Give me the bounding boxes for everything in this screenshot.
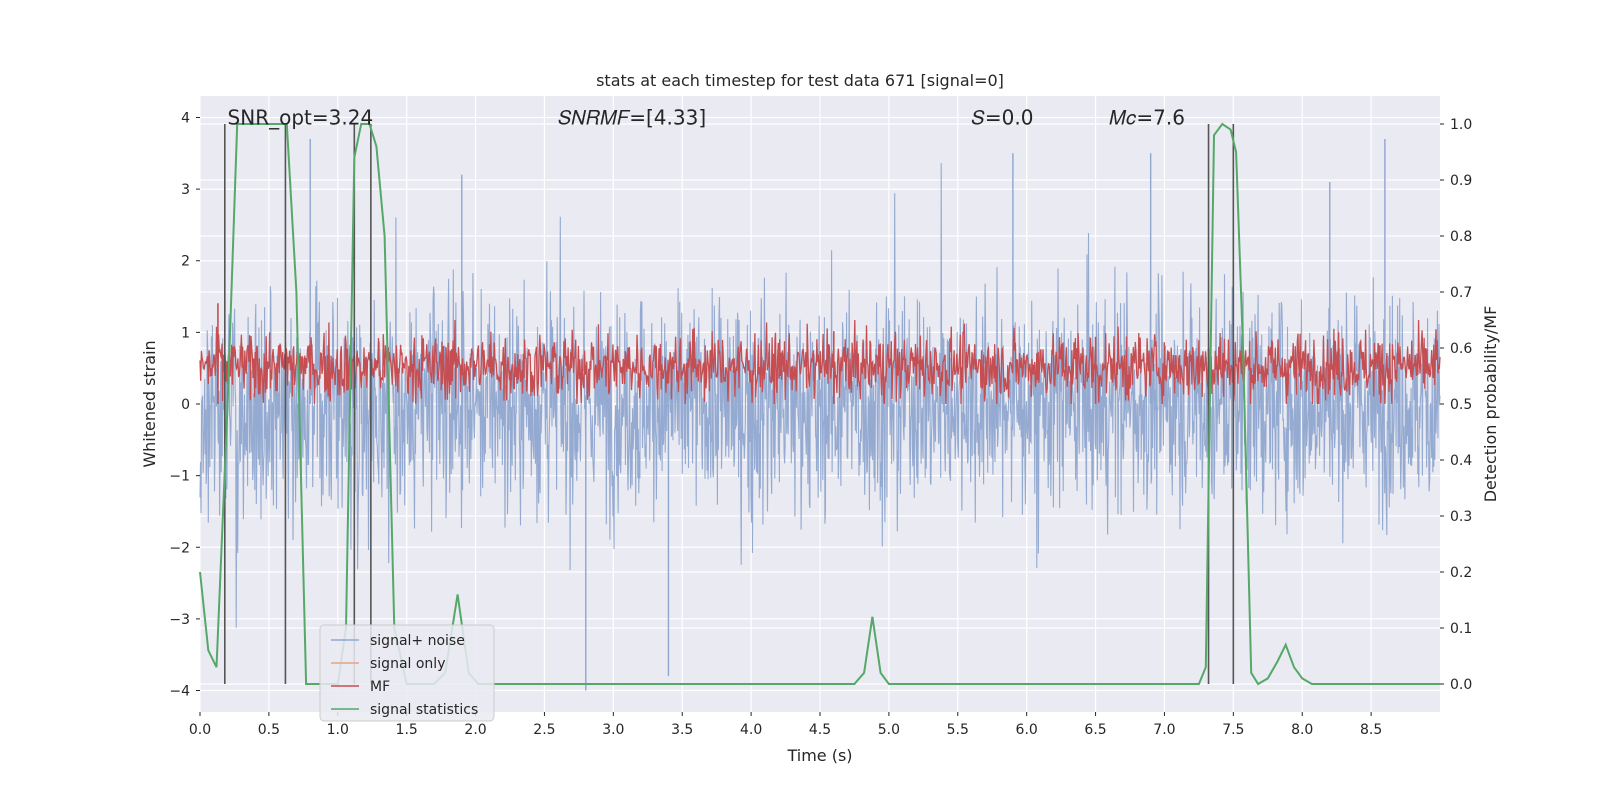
x-tick-label: 1.0 xyxy=(327,722,349,738)
vertical-markers xyxy=(224,124,1235,684)
x-axis-label: Time (s) xyxy=(786,746,852,765)
y-left-tick-label: 4 xyxy=(181,110,190,126)
y-right-tick-label: 0.7 xyxy=(1450,285,1472,301)
signal-statistics-line xyxy=(199,122,1440,686)
y-left-tick-label: −4 xyxy=(169,684,190,700)
y-axis-label-right: Detection probability/MF xyxy=(1481,306,1500,503)
annotation-text: 𝑀𝑐=7.6 xyxy=(1109,105,1185,129)
annotations: SNR_opt=3.24 𝑆𝑁𝑅𝑀𝐹=[4.33] 𝑆=0.0 𝑀𝑐=7.6 xyxy=(228,105,1185,129)
x-tick-label: 3.0 xyxy=(602,722,624,738)
y-left-tick-label: 1 xyxy=(181,325,190,341)
annotation-text: 𝑆=0.0 xyxy=(972,105,1034,129)
x-tick-label: 7.5 xyxy=(1222,722,1244,738)
x-tick-label: 0.0 xyxy=(189,722,211,738)
x-tick-label: 5.0 xyxy=(878,722,900,738)
legend-label-signal-statistics: signal statistics xyxy=(370,702,478,718)
y-right-tick-label: 0.0 xyxy=(1450,677,1472,693)
x-tick-label: 4.5 xyxy=(809,722,831,738)
y-left-tick-label: 0 xyxy=(181,397,190,413)
legend-label-signal-only: signal only xyxy=(370,656,445,672)
x-tick-label: 8.5 xyxy=(1360,722,1382,738)
x-tick-label: 0.5 xyxy=(258,722,280,738)
y-right-tick-label: 0.4 xyxy=(1450,453,1472,469)
y-left-tick-label: −2 xyxy=(169,540,190,556)
y-axis-label-left: Whitened strain xyxy=(140,340,159,467)
x-tick-label: 2.5 xyxy=(533,722,555,738)
x-tick-label: 5.5 xyxy=(947,722,969,738)
x-tick-label: 7.0 xyxy=(1153,722,1175,738)
y-right-tick-label: 0.9 xyxy=(1450,173,1472,189)
chart-title: stats at each timestep for test data 671… xyxy=(596,71,1004,90)
y-right-tick-label: 0.3 xyxy=(1450,509,1472,525)
legend-box xyxy=(319,624,495,722)
x-tick-label: 6.0 xyxy=(1016,722,1038,738)
y-left-tick-label: −3 xyxy=(169,612,190,628)
y-right-tick-label: 0.6 xyxy=(1450,341,1472,357)
x-tick-label: 6.5 xyxy=(1084,722,1106,738)
annotation-text: 𝑆𝑁𝑅𝑀𝐹=[4.33] xyxy=(558,105,706,129)
x-tick-label: 3.5 xyxy=(671,722,693,738)
y-right-tick-label: 0.8 xyxy=(1450,229,1472,245)
x-tick-label: 4.0 xyxy=(740,722,762,738)
y-right-tick-label: 0.1 xyxy=(1450,621,1472,637)
x-tick-label: 2.0 xyxy=(464,722,486,738)
signal-statistics-series xyxy=(199,122,1440,686)
y-left-tick-label: −1 xyxy=(169,469,190,485)
y-left-tick-label: 3 xyxy=(181,182,190,198)
legend-label-mf: MF xyxy=(370,679,390,695)
legend: signal+ noise signal only MF signal stat… xyxy=(319,624,495,722)
axis-ticks: 0.0 0.5 1.0 1.5 2.0 2.5 3.0 3.5 4.0 4.5 5.0 5.5 6.0 6… xyxy=(169,110,1472,738)
y-right-tick-label: 0.5 xyxy=(1450,397,1472,413)
y-right-tick-label: 1.0 xyxy=(1450,117,1472,133)
annotation-text: SNR_opt=3.24 xyxy=(228,105,374,129)
x-tick-label: 8.0 xyxy=(1291,722,1313,738)
legend-label-signal-noise: signal+ noise xyxy=(370,633,465,649)
y-left-tick-label: 2 xyxy=(181,254,190,270)
x-tick-label: 1.5 xyxy=(396,722,418,738)
y-right-tick-label: 0.2 xyxy=(1450,565,1472,581)
